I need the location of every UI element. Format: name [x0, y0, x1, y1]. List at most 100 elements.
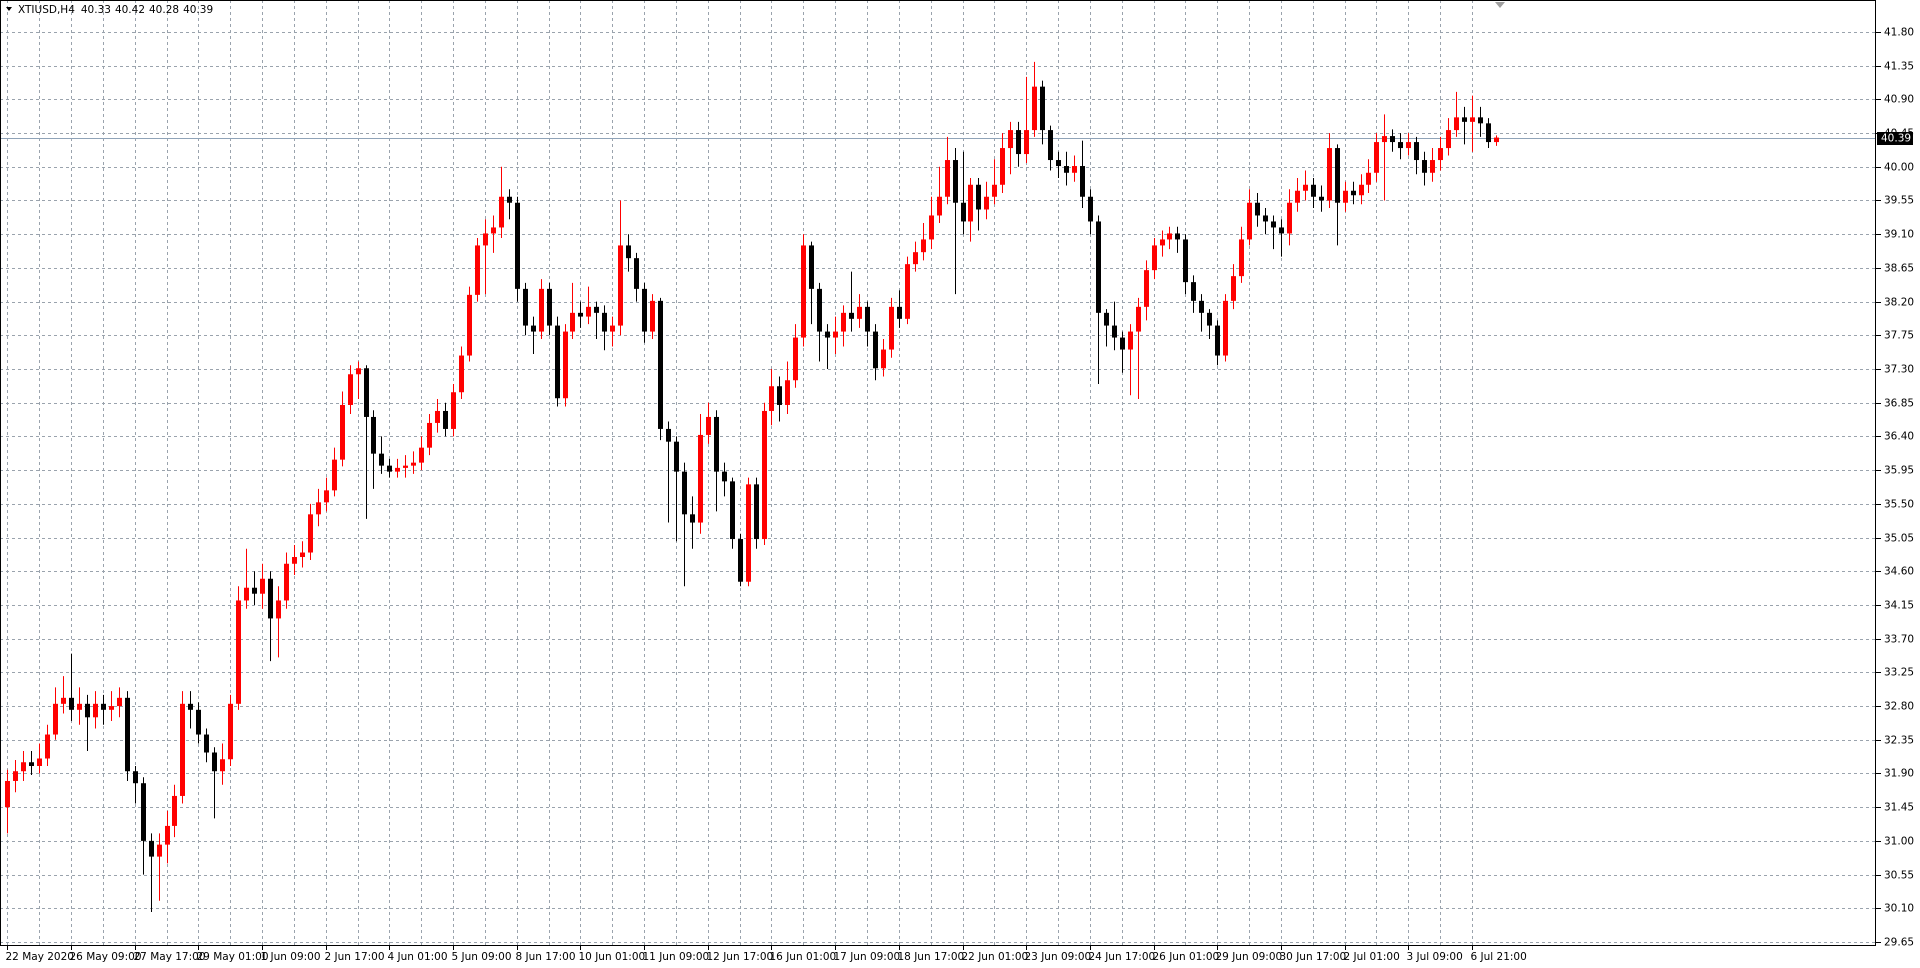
candle-body	[483, 233, 488, 246]
candle-body	[308, 514, 313, 553]
candle-body	[1040, 86, 1045, 131]
candle-body	[801, 245, 806, 338]
candle-body	[873, 331, 878, 369]
chart-shift-marker[interactable]	[1495, 2, 1505, 8]
candle-body	[292, 557, 297, 564]
candle-body	[165, 825, 170, 845]
x-tick-label: 22 May 2020	[6, 951, 74, 963]
candle-body	[507, 196, 512, 203]
candle-body	[204, 734, 209, 753]
candle-body	[1064, 166, 1069, 173]
candle-body	[531, 325, 536, 332]
candle-body	[555, 325, 560, 399]
candle-body	[260, 578, 265, 594]
y-tick-label: 40.00	[1884, 162, 1914, 174]
y-tick-label: 31.90	[1884, 768, 1914, 780]
candle-body	[364, 368, 369, 417]
candle-body	[172, 795, 177, 826]
candle-body	[1271, 221, 1276, 228]
y-tick-label: 35.95	[1884, 465, 1914, 477]
candle-body	[841, 312, 846, 332]
candle-body	[268, 578, 273, 619]
candle-body	[1335, 148, 1340, 203]
candle-body	[21, 762, 26, 772]
candle-body	[411, 462, 416, 466]
candle-body	[1359, 184, 1364, 196]
y-tick-label: 40.90	[1884, 94, 1914, 106]
candle-body	[777, 386, 782, 405]
x-tick-label: 8 Jun 17:00	[516, 951, 576, 963]
candle-body	[833, 331, 838, 338]
candle-body	[13, 771, 18, 781]
candle-body	[690, 514, 695, 523]
candle-body	[459, 355, 464, 393]
candle-layer	[5, 61, 1499, 913]
candle-body	[316, 502, 321, 515]
candle-body	[1462, 117, 1467, 122]
x-tick-label: 2 Jun 17:00	[325, 951, 385, 963]
candle-body	[340, 404, 345, 460]
candle-body	[1183, 239, 1188, 283]
y-tick-label: 41.35	[1884, 61, 1914, 73]
x-tick-label: 16 Jun 01:00	[770, 951, 837, 963]
candle-body	[738, 539, 743, 582]
candle-body	[1128, 331, 1133, 350]
y-tick-label: 33.70	[1884, 634, 1914, 646]
y-tick-label: 32.80	[1884, 701, 1914, 713]
candle-body	[658, 300, 663, 429]
candle-body	[387, 465, 392, 472]
candle-body	[125, 697, 130, 772]
header-dropdown-arrow[interactable]	[6, 7, 12, 11]
candle-body	[857, 306, 862, 319]
candle-body	[157, 844, 162, 857]
candle-body	[1120, 337, 1125, 350]
x-tick-label: 5 Jun 09:00	[452, 951, 512, 963]
candle-body	[1247, 202, 1252, 240]
candle-body	[1048, 130, 1053, 161]
candle-body	[1311, 184, 1316, 197]
y-tick-label: 37.75	[1884, 330, 1914, 342]
candle-body	[467, 294, 472, 356]
candle-body	[29, 762, 34, 766]
candle-body	[547, 288, 552, 326]
candle-body	[1295, 190, 1300, 203]
candle-body	[1088, 196, 1093, 222]
candle-body	[276, 600, 281, 619]
candle-body	[69, 697, 74, 710]
candle-body	[1319, 196, 1324, 201]
candle-body	[220, 759, 225, 772]
symbol: XTIUSD,H4	[18, 4, 75, 16]
candle-body	[1223, 300, 1228, 356]
candle-body	[992, 184, 997, 197]
candle-body	[976, 184, 981, 210]
candle-body	[1263, 215, 1268, 222]
x-tick-label: 30 Jun 17:00	[1280, 951, 1347, 963]
candle-body	[93, 703, 98, 718]
candle-body	[1112, 325, 1117, 338]
candle-body	[1231, 276, 1236, 301]
price-label: 40.39	[1881, 133, 1911, 145]
candle-body	[706, 416, 711, 435]
candle-body	[610, 325, 615, 332]
candle-body	[356, 368, 361, 375]
candle-body	[180, 703, 185, 796]
candle-body	[1032, 86, 1037, 131]
candle-body	[762, 410, 767, 540]
candle-body	[1327, 148, 1332, 201]
y-tick-label: 29.65	[1884, 937, 1914, 949]
candle-body	[1414, 142, 1419, 161]
candle-body	[817, 288, 822, 332]
candle-body	[236, 600, 241, 704]
chart-header: XTIUSD,H4 40.33 40.42 40.28 40.39	[18, 4, 213, 16]
candle-body	[1303, 184, 1308, 191]
candle-body	[395, 467, 400, 472]
candle-body	[1255, 202, 1260, 216]
y-tick-label: 30.10	[1884, 903, 1914, 915]
candle-body	[1000, 148, 1005, 185]
candle-body	[300, 552, 305, 558]
candle-body	[921, 239, 926, 253]
candle-body	[1454, 117, 1459, 131]
x-tick-label: 17 Jun 09:00	[834, 951, 901, 963]
